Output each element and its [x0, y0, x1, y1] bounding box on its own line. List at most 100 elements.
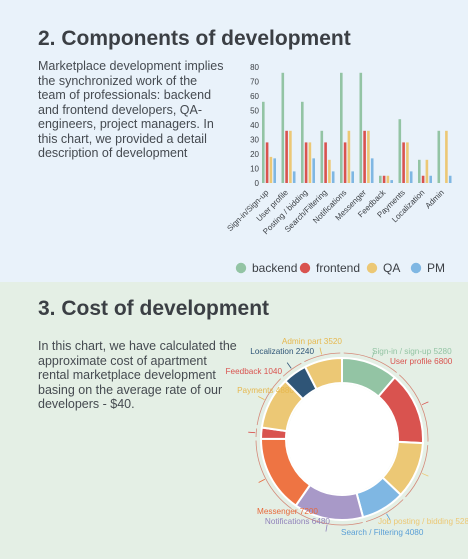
x-tick-label: Admin — [424, 188, 446, 210]
bar-pm-feedback — [390, 180, 393, 183]
bar-frontend-search-filtering — [324, 142, 327, 183]
bar-pm-notifications — [351, 171, 354, 183]
donut-hole — [287, 384, 397, 494]
y-tick-label: 80 — [250, 63, 259, 72]
y-tick-label: 70 — [250, 78, 259, 87]
bar-frontend-payments — [402, 142, 405, 183]
slice-label: Job posting / bidding 5280 — [378, 517, 468, 526]
slice-bracket — [282, 362, 302, 377]
y-tick-label: 60 — [250, 92, 259, 101]
section-number: 3. — [38, 297, 56, 320]
bar-backend-admin — [437, 130, 441, 183]
slice-bracket — [405, 445, 429, 498]
legend-label-frontend: frontend — [316, 261, 360, 275]
bar-frontend-sign-in-sign-up — [265, 142, 269, 183]
bar-backend-sign-in-sign-up — [262, 101, 265, 183]
cost-description: In this chart, we have calculated the ap… — [38, 339, 237, 411]
y-tick-label: 10 — [250, 165, 259, 174]
bar-backend-feedback — [379, 175, 382, 183]
bar-qa-posting-bidding — [308, 142, 312, 183]
bar-qa-search-filtering — [328, 159, 331, 183]
slice-bracket — [256, 378, 281, 426]
bar-pm-admin — [448, 175, 452, 183]
slice-leader-line — [421, 472, 429, 477]
bar-backend-user-profile — [281, 72, 285, 183]
slice-label: User profile 6800 — [390, 357, 453, 366]
y-tick-label: 40 — [250, 121, 259, 130]
slice-bracket — [365, 499, 404, 522]
legend-label-backend: backend — [252, 261, 297, 275]
legend-marker-frontend — [299, 262, 311, 274]
bar-backend-search-filtering — [320, 130, 324, 183]
bar-pm-localization — [429, 175, 432, 183]
bar-qa-notifications — [347, 130, 351, 183]
slice-bracket — [294, 510, 363, 526]
slice-label: Messenger 7200 — [257, 507, 318, 516]
bar-frontend-localization — [421, 175, 425, 183]
bar-pm-posting-bidding — [312, 158, 315, 183]
slice-label: Search / Filtering 4080 — [341, 528, 424, 537]
slice-label: Admin part 3520 — [282, 337, 343, 346]
bar-backend-payments — [398, 119, 402, 183]
bar-pm-payments — [409, 171, 413, 183]
slice-label: Notifications 6480 — [265, 517, 331, 526]
slice-leader-line — [258, 478, 266, 483]
bar-frontend-notifications — [343, 142, 347, 183]
bar-frontend-posting-bidding — [304, 142, 308, 183]
bar-backend-messenger — [359, 72, 363, 183]
components-section: 2. Components of development Marketplace… — [0, 0, 468, 282]
slice-admin-part-3520 — [303, 356, 343, 391]
legend-marker-qa — [366, 262, 378, 274]
section-title: Cost of development — [61, 297, 270, 320]
bar-qa-messenger — [367, 130, 370, 183]
slice-label: Localization 2240 — [250, 347, 314, 356]
bar-pm-search-filtering — [331, 171, 335, 183]
slice-label: Feedback 1040 — [226, 367, 283, 376]
y-tick-label: 30 — [250, 136, 259, 145]
slice-label: Payments 4880 — [237, 386, 294, 395]
bar-qa-sign-in-sign-up — [269, 156, 273, 183]
bar-pm-sign-in-sign-up — [273, 158, 276, 183]
bar-pm-messenger — [370, 158, 374, 183]
legend-marker-backend — [235, 262, 247, 274]
slice-leader-line — [286, 362, 292, 369]
cost-heading: 3. Cost of development — [38, 297, 269, 321]
slice-leader-line — [386, 513, 391, 520]
components-description: Marketplace development implies the sync… — [38, 59, 224, 160]
bar-qa-feedback — [386, 175, 390, 183]
y-tick-label: 0 — [255, 179, 260, 188]
legend-label-qa: QA — [383, 261, 400, 275]
bar-frontend-messenger — [363, 130, 366, 183]
bar-qa-user-profile — [289, 130, 292, 183]
bar-backend-notifications — [340, 72, 343, 183]
slice-bracket — [304, 352, 341, 363]
bar-qa-admin — [445, 130, 448, 183]
bar-backend-localization — [418, 159, 421, 183]
slice-bracket — [255, 428, 258, 438]
slice-leader-line — [421, 401, 429, 406]
slice-leader-line — [258, 396, 265, 400]
slice-bracket — [343, 352, 397, 373]
y-tick-label: 20 — [250, 150, 259, 159]
slice-bracket — [255, 440, 292, 509]
bar-qa-payments — [406, 142, 409, 183]
slice-bracket — [399, 374, 429, 442]
slice-leader-line — [371, 350, 375, 358]
legend-label-pm: PM — [427, 261, 445, 275]
bar-frontend-feedback — [382, 175, 386, 183]
bar-pm-user-profile — [292, 171, 296, 183]
slice-leader-line — [248, 431, 256, 434]
slice-label: Sign-in / sign-up 5280 — [372, 347, 452, 356]
bar-qa-localization — [425, 159, 429, 183]
slice-leader-line — [325, 524, 328, 532]
legend-marker-pm — [410, 262, 422, 274]
slice-leader-line — [319, 347, 323, 355]
y-tick-label: 50 — [250, 107, 259, 116]
bar-backend-posting-bidding — [301, 101, 304, 183]
bar-frontend-user-profile — [285, 130, 288, 183]
cost-section: 3. Cost of development In this chart, we… — [0, 282, 468, 559]
section-number: 2. — [38, 27, 56, 50]
section-title: Components of development — [61, 27, 351, 50]
